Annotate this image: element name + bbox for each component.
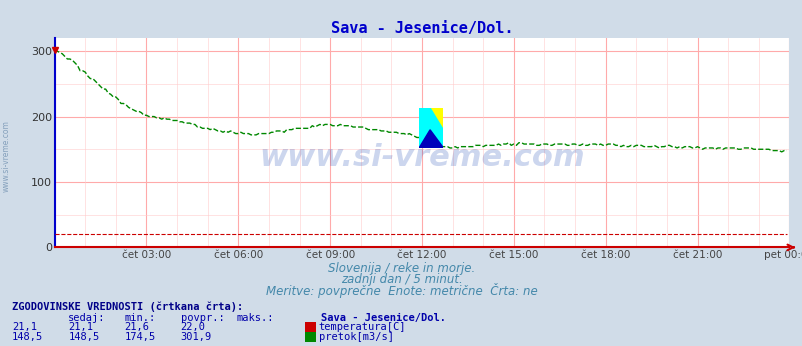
- Text: povpr.:: povpr.:: [180, 313, 224, 322]
- Text: 22,0: 22,0: [180, 322, 205, 332]
- Text: ZGODOVINSKE VREDNOSTI (črtkana črta):: ZGODOVINSKE VREDNOSTI (črtkana črta):: [12, 302, 243, 312]
- Polygon shape: [419, 108, 443, 148]
- Text: 21,1: 21,1: [12, 322, 37, 332]
- Polygon shape: [419, 108, 443, 148]
- Text: 301,9: 301,9: [180, 332, 212, 342]
- Text: www.si-vreme.com: www.si-vreme.com: [2, 120, 11, 192]
- Title: Sava - Jesenice/Dol.: Sava - Jesenice/Dol.: [330, 20, 512, 36]
- Text: 148,5: 148,5: [68, 332, 99, 342]
- Text: Sava - Jesenice/Dol.: Sava - Jesenice/Dol.: [321, 313, 446, 322]
- Text: 174,5: 174,5: [124, 332, 156, 342]
- Text: maks.:: maks.:: [237, 313, 274, 322]
- Text: 21,6: 21,6: [124, 322, 149, 332]
- Text: Slovenija / reke in morje.: Slovenija / reke in morje.: [327, 262, 475, 275]
- Text: zadnji dan / 5 minut.: zadnji dan / 5 minut.: [340, 273, 462, 286]
- Text: sedaj:: sedaj:: [68, 313, 106, 322]
- Text: temperatura[C]: temperatura[C]: [318, 322, 406, 332]
- Text: www.si-vreme.com: www.si-vreme.com: [259, 143, 584, 172]
- Text: pretok[m3/s]: pretok[m3/s]: [318, 332, 393, 342]
- Text: min.:: min.:: [124, 313, 156, 322]
- Text: 148,5: 148,5: [12, 332, 43, 342]
- Text: 21,1: 21,1: [68, 322, 93, 332]
- Polygon shape: [419, 130, 443, 148]
- Text: Meritve: povprečne  Enote: metrične  Črta: ne: Meritve: povprečne Enote: metrične Črta:…: [265, 283, 537, 298]
